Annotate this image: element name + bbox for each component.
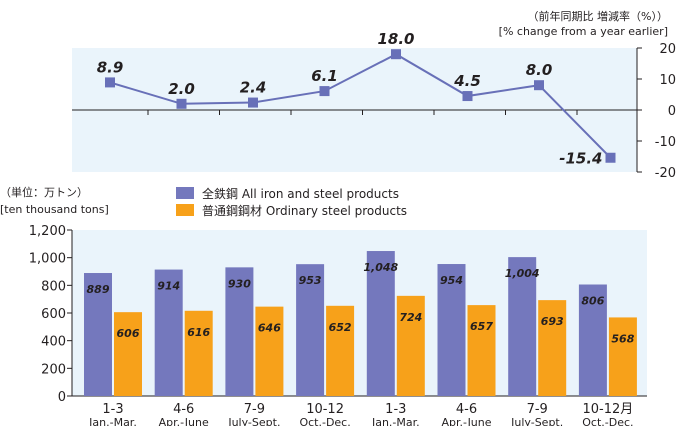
category-sublabel: Oct.-Dec. [299,416,350,426]
all-steel-bar [296,264,325,396]
bar-chart-y-tick-label: 600 [41,307,66,322]
ordinary-steel-bar [114,312,142,396]
ordinary-steel-bar-label: 652 [329,321,352,334]
category-sublabel: Apr.-June [441,416,491,426]
bar-chart-y-tick-label: 0 [58,390,66,405]
all-steel-bar-label: 914 [157,280,180,293]
category-label: 1-3 [385,402,406,417]
category-sublabel: Apr.-June [159,416,209,426]
category-label: 4-6 [173,402,194,417]
ordinary-steel-bar-label: 693 [541,315,564,328]
ordinary-steel-bar [255,306,284,396]
all-steel-bar [154,269,183,396]
line-chart-y-tick-label: -10 [655,135,676,150]
production-bar-chart: 1,2001,00080060040020008896061-3Jan.-Mar… [29,224,647,426]
category-sublabel: July-Sept. [227,416,280,426]
ordinary-steel-bar-label: 646 [258,322,281,335]
percent-change-label-ja: （前年同期比 増減率（%）） [528,9,668,23]
all-steel-bar-label: 953 [299,274,322,287]
all-steel-bar [225,267,254,396]
category-label: 10-12 [306,402,344,417]
percent-change-data-label: 4.5 [453,72,481,90]
ordinary-steel-bar [184,310,213,396]
category-label: 7-9 [527,402,548,417]
ordinary-steel-bar [396,295,425,396]
percent-change-data-label: -15.4 [559,150,602,168]
line-chart-y-tick-label: 20 [659,42,676,57]
category-label: 7-9 [244,402,265,417]
percent-change-marker [319,86,330,97]
all-steel-bar-label: 889 [87,283,110,296]
percent-change-marker [176,98,187,109]
all-steel-bar-label: 930 [228,277,251,290]
percent-change-label-en: [% change from a year earlier] [499,25,668,38]
legend-swatch [176,187,194,199]
ordinary-steel-bar [467,305,496,396]
bar-chart-y-tick-label: 200 [41,362,66,377]
percent-change-data-label: 8.0 [526,61,553,79]
ordinary-steel-bar-label: 616 [187,326,210,339]
all-steel-bar [508,257,537,396]
all-steel-bar-label: 1,048 [363,261,398,274]
percent-change-data-label: 8.9 [97,58,124,76]
percent-change-marker [605,152,616,163]
all-steel-bar-label: 954 [440,274,463,287]
ordinary-steel-bar [608,317,637,396]
percent-change-data-label: 18.0 [377,30,414,48]
all-steel-bar-label: 806 [581,295,604,308]
all-steel-bar [578,284,607,396]
all-steel-bar [366,251,395,396]
line-chart-y-tick-label: -20 [655,166,676,181]
category-sublabel: Jan.-Mar. [371,416,420,426]
ordinary-steel-bar-label: 568 [611,332,634,345]
percent-change-line-chart: 20 10 0 -10 -20 8.9 2.0 2.4 6.1 18.0 4.5 8.0 -15.4 [72,30,676,181]
category-label: 1-3 [102,402,123,417]
legend: 全鉄鋼 All iron and steel products 普通鋼鋼材 Ord… [176,186,407,218]
bar-chart-y-tick-label: 400 [41,335,66,350]
all-steel-bar [84,273,112,396]
ordinary-steel-bar-label: 657 [470,320,493,333]
ordinary-steel-bar-label: 724 [399,311,422,324]
percent-change-marker [391,49,401,60]
percent-change-marker [248,97,258,108]
unit-label-en: [ten thousand tons] [0,203,109,216]
bar-chart-y-tick-label: 1,200 [29,224,66,239]
percent-change-data-label: 2.0 [168,80,195,98]
line-chart-y-tick-label: 10 [659,73,676,88]
unit-label-ja: （単位：万トン） [0,185,88,199]
ordinary-steel-bar-label: 606 [117,327,140,340]
category-label: 10-12月 [583,402,634,417]
percent-change-series-line [109,53,612,159]
all-steel-bar [437,264,466,396]
percent-change-marker [462,91,473,102]
ordinary-steel-bar [538,300,567,396]
percent-change-data-label: 6.1 [311,67,338,85]
bar-chart-y-tick-label: 1,000 [29,252,66,267]
category-label: 4-6 [456,402,477,417]
percent-change-marker [534,80,544,91]
legend-label: 普通鋼鋼材 Ordinary steel products [202,204,407,218]
ordinary-steel-bar [326,305,355,396]
category-sublabel: July-Sept. [510,416,563,426]
line-chart-y-tick-label: 0 [668,104,676,119]
percent-change-marker [105,77,115,88]
legend-label: 全鉄鋼 All iron and steel products [202,186,399,201]
all-steel-bar-label: 1,004 [505,267,540,280]
percent-change-data-label: 2.4 [240,79,267,97]
category-sublabel: Jan.-Mar. [88,416,137,426]
category-sublabel: Oct.-Dec. [582,416,633,426]
bar-chart-y-tick-label: 800 [41,279,66,294]
legend-swatch [176,204,194,216]
